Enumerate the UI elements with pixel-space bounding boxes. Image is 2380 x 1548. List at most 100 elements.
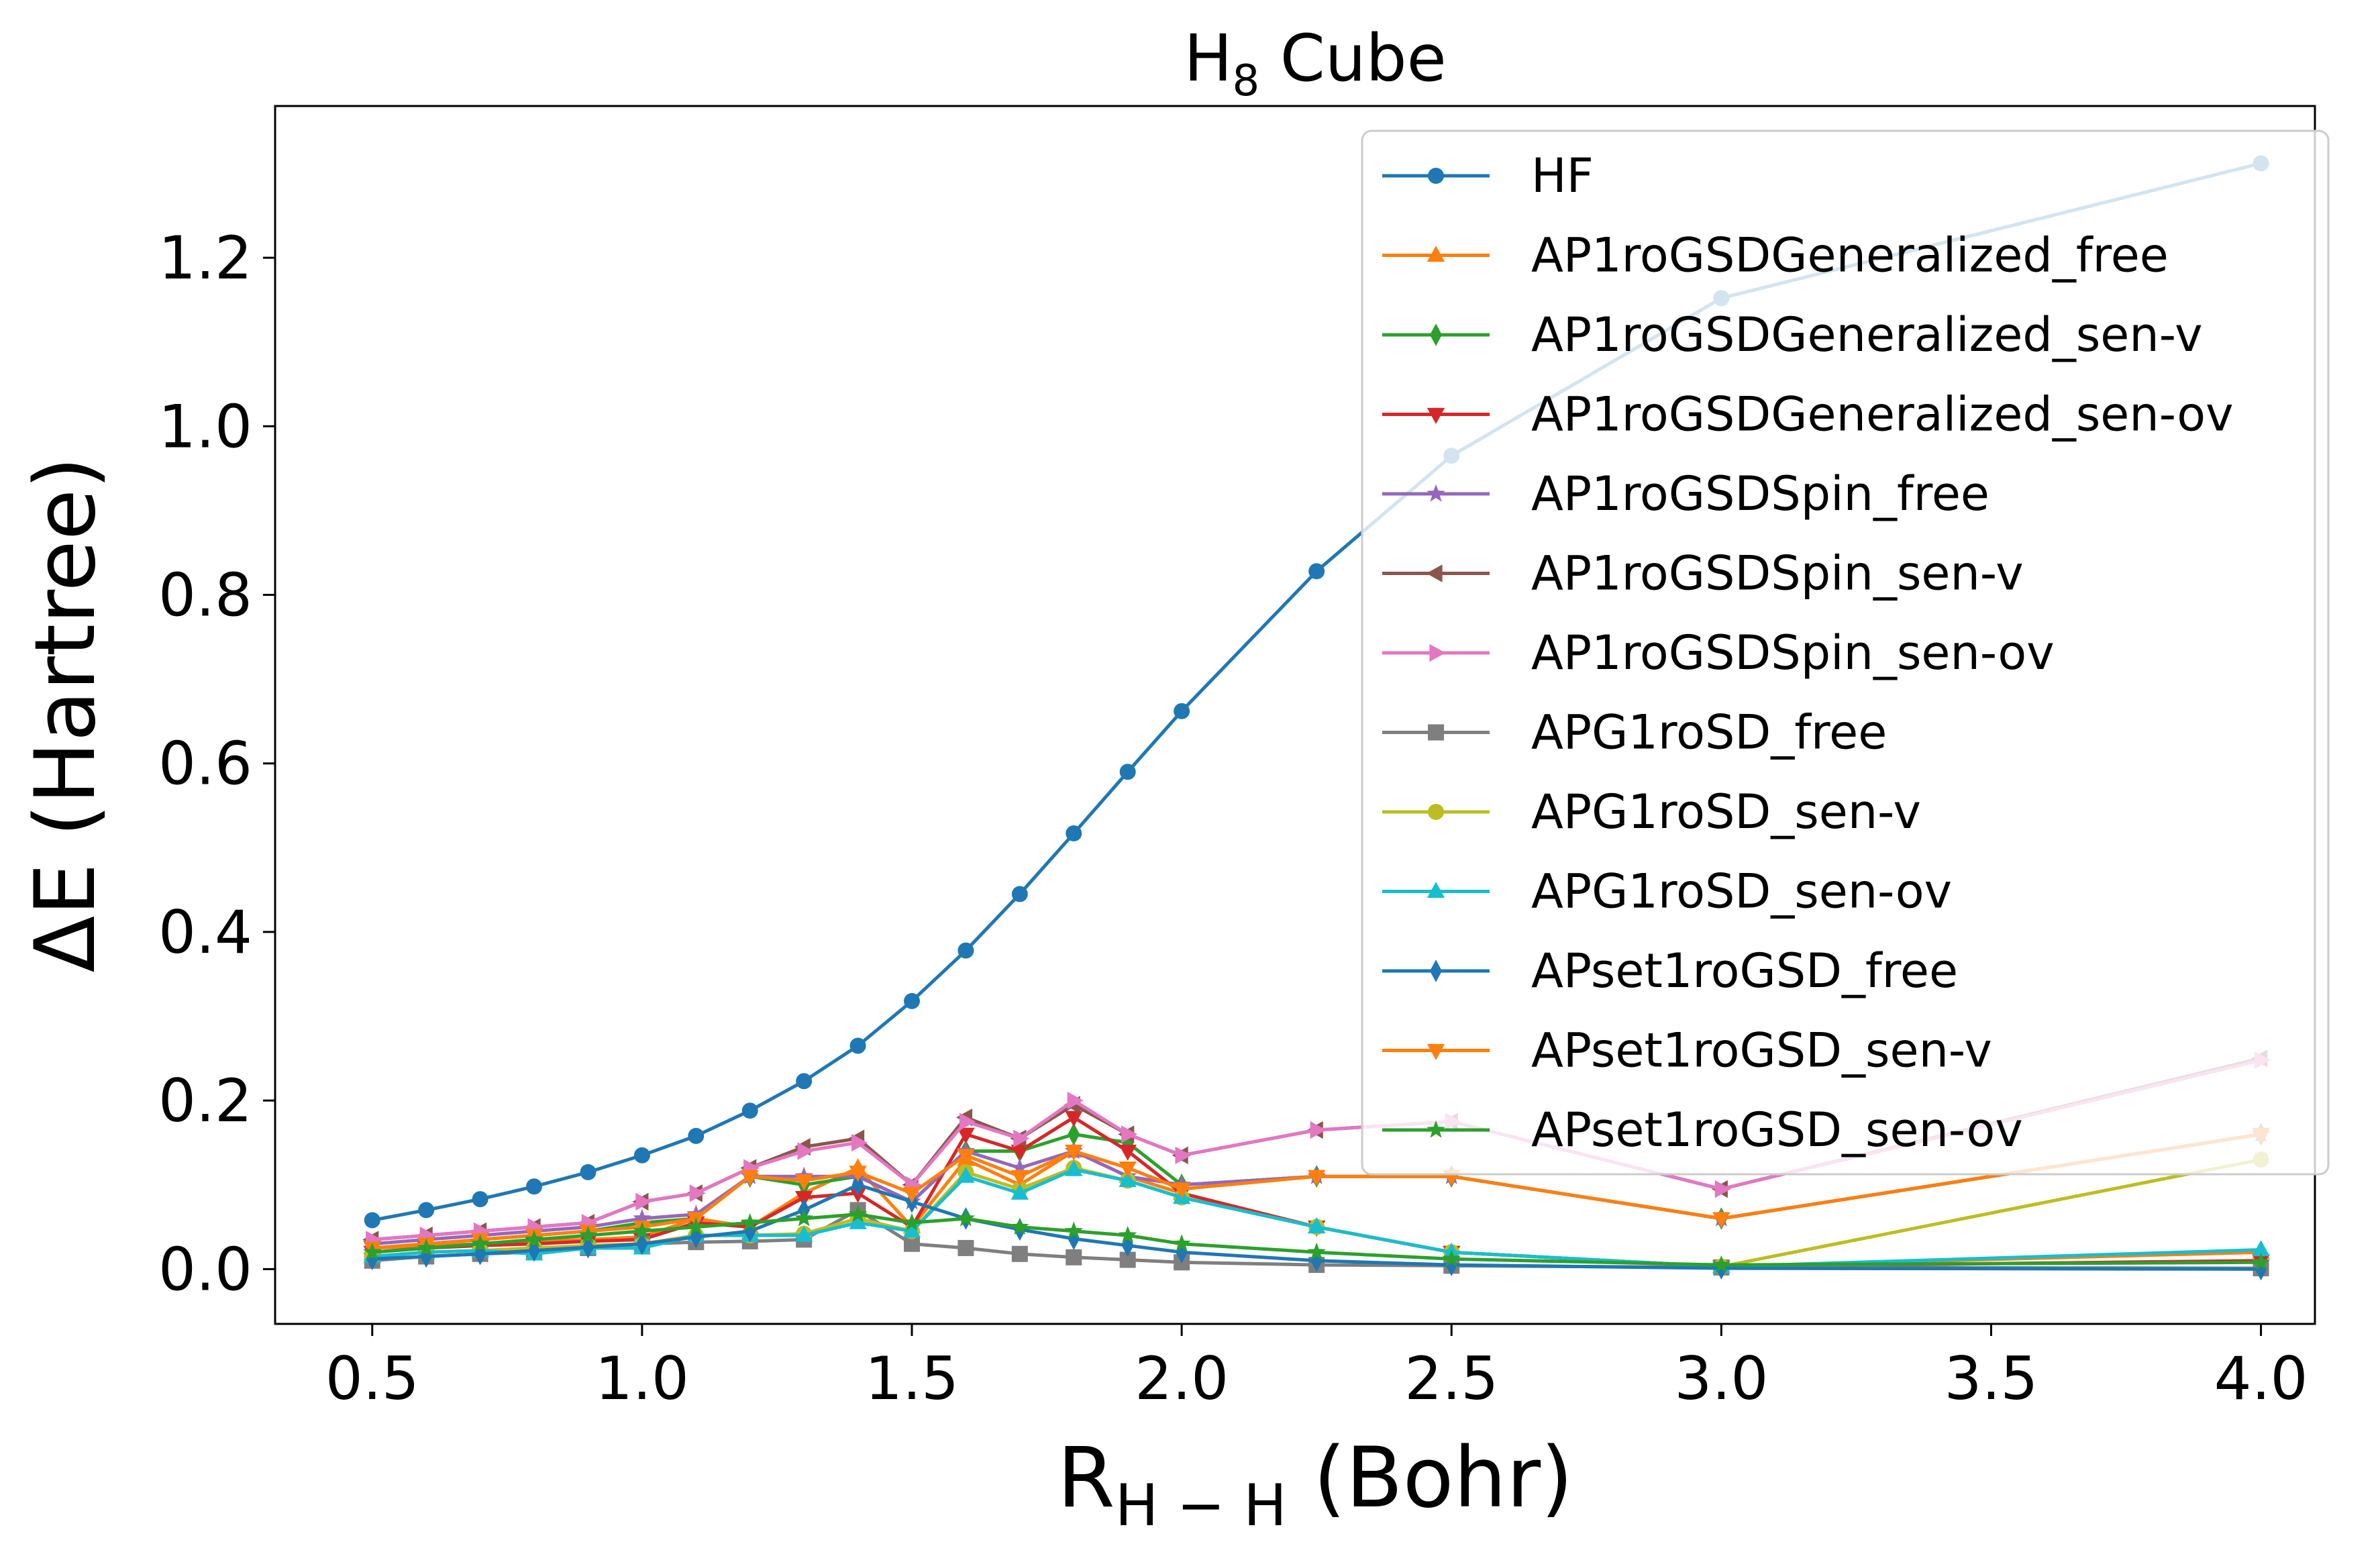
data-point [849,1037,866,1054]
data-point [1065,1111,1083,1127]
data-point [1066,1249,1082,1266]
legend-item: AP1roGSDSpin_sen-ov [1382,625,2055,680]
data-point [417,1238,435,1256]
data-point [470,1234,490,1252]
legend-item: APG1roSD_sen-v [1382,784,1921,839]
data-point [472,1191,488,1208]
legend-item: AP1roGSDGeneralized_free [1382,228,2169,283]
data-point [902,1221,921,1238]
data-point [1067,1091,1084,1110]
legend: HF AP1roGSDGeneralized_free AP1roGSDGenera… [1361,130,2330,1176]
y-tick-label: 1.2 [158,223,252,293]
data-point [364,1212,380,1229]
legend-label: APG1roSD_sen-ov [1531,864,1952,919]
data-point [796,1073,813,1090]
data-point [851,1133,868,1152]
data-point [633,1208,652,1227]
legend-frame [1361,130,2330,1176]
x-axis-title: RH − H (Bohr) [1057,1430,1573,1539]
data-point [1068,1123,1080,1146]
data-point [633,1147,650,1164]
data-point [1011,1170,1029,1186]
legend-item: APset1roGSD_free [1382,943,1958,998]
chart-title-subscript: 8 [1233,56,1260,106]
data-point [1011,1144,1029,1161]
y-tick-label: 0.0 [158,1235,252,1304]
legend-label: AP1roGSDGeneralized_free [1531,228,2169,283]
data-point [902,1212,921,1231]
data-point [849,1212,867,1229]
data-point [958,942,974,959]
legend-marker [1426,564,1443,582]
data-point [1174,703,1190,719]
data-point [688,1127,705,1144]
legend-item: APset1roGSD_sen-ov [1382,1102,2023,1157]
legend-item: HF [1382,148,1594,203]
x-tick-label: 4.0 [2214,1344,2308,1413]
data-point [1066,825,1082,841]
legend-item: AP1roGSDGeneralized_sen-v [1382,307,2203,362]
legend-item: AP1roGSDGeneralized_sen-ov [1382,387,2234,442]
data-point [958,1239,974,1256]
y-axis: 0.0 0.2 0.4 0.6 0.8 1.0 1.2 [158,223,275,1304]
y-tick-label: 0.4 [158,898,252,967]
data-point [578,1225,598,1243]
legend-marker [1428,168,1444,184]
y-tick-label: 1.0 [158,392,252,461]
x-tick-label: 2.5 [1404,1344,1498,1413]
series-line [372,161,2262,1222]
series-APset1roGSD_sen-ov [363,1204,2271,1273]
legend-marker [1428,724,1444,741]
legend-item: AP1roGSDSpin_free [1382,466,1989,521]
legend-label: APset1roGSD_free [1531,943,1958,998]
data-point [1064,1221,1083,1239]
data-point [903,992,920,1009]
legend-marker [1430,323,1442,346]
data-point [1172,1234,1191,1252]
legend-item: APG1roSD_sen-ov [1382,864,1952,919]
data-point [797,1142,814,1160]
legend-label: APset1roGSD_sen-v [1531,1023,1992,1078]
legend-marker [1427,407,1445,424]
series-line [372,1183,2261,1271]
data-point [1065,1159,1083,1176]
legend-label: APG1roSD_free [1531,705,1887,760]
data-point [741,1212,760,1231]
data-point [1011,1245,1028,1262]
data-point [1712,1212,1730,1229]
data-point [1011,886,1028,902]
series-layer [362,155,2271,1281]
series-line [372,1058,2262,1241]
data-point [1310,1121,1327,1139]
data-point [794,1174,813,1190]
y-tick-label: 0.2 [158,1066,252,1135]
data-point [794,1208,813,1227]
data-point [582,1235,594,1259]
data-point [580,1164,597,1180]
legend-label: HF [1531,148,1594,203]
legend-label: APset1roGSD_sen-ov [1531,1102,2023,1157]
series-line [372,1132,2261,1250]
legend-label: AP1roGSDSpin_free [1531,466,1989,521]
x-tick-label: 0.5 [325,1344,419,1413]
legend-marker [1427,246,1445,262]
data-point [526,1178,543,1195]
data-point [1442,1249,1461,1267]
data-point [363,1242,382,1260]
x-tick-label: 3.5 [1944,1344,2038,1413]
data-point [957,1166,975,1183]
data-point [1011,1183,1029,1200]
data-point [1175,1146,1192,1164]
x-tick-label: 1.5 [865,1344,959,1413]
legend-label: AP1roGSDSpin_sen-ov [1531,625,2055,680]
legend-marker [1427,1043,1445,1060]
series-line [372,1168,2261,1269]
data-point [1011,1158,1029,1176]
data-point [686,1217,705,1235]
data-point [851,1173,864,1196]
y-tick-label: 0.8 [158,561,252,630]
data-point [1119,1144,1137,1161]
legend-marker [1427,484,1445,502]
legend-label: AP1roGSDGeneralized_sen-ov [1531,387,2234,442]
data-point [956,1208,976,1227]
